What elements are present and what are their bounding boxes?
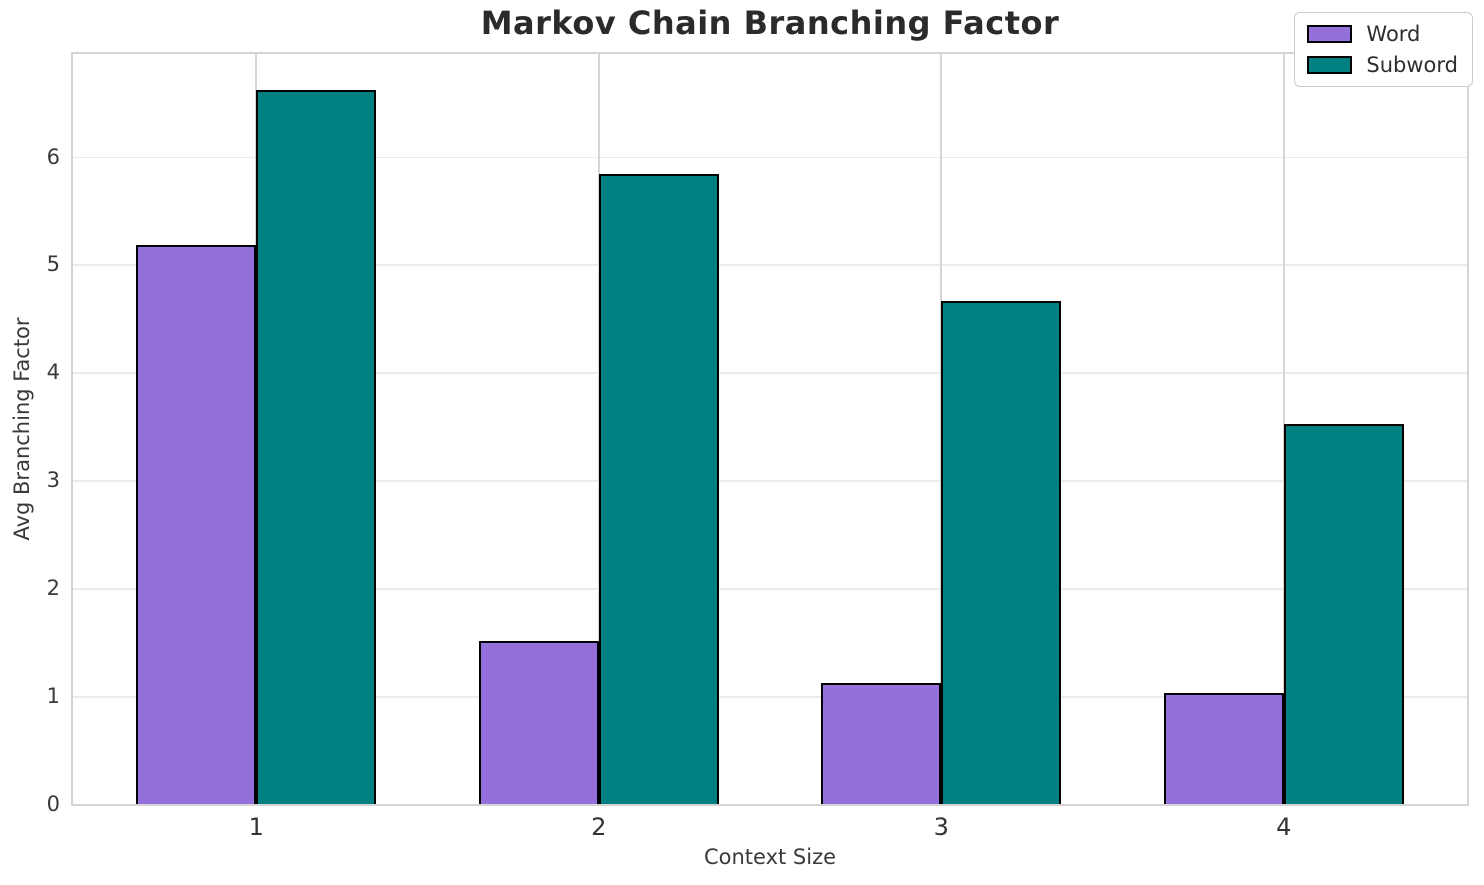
bar-word-ctx4 — [1163, 692, 1284, 804]
gridline-y-4 — [73, 372, 1467, 374]
legend-item-word: Word — [1307, 22, 1458, 46]
bar-word-ctx1 — [136, 245, 257, 804]
gridline-y-2 — [73, 588, 1467, 590]
y-tick-label-0: 0 — [46, 792, 60, 816]
gridline-y-5 — [73, 264, 1467, 266]
y-tick-label-5: 5 — [46, 252, 60, 277]
gridline-y-1 — [73, 696, 1467, 698]
legend: Word Subword — [1294, 12, 1473, 87]
bar-word-ctx3 — [821, 683, 942, 804]
x-tick-label-2: 2 — [591, 813, 607, 841]
y-tick-label-2: 2 — [46, 576, 60, 601]
bar-subword-ctx3 — [941, 301, 1062, 804]
y-tick-label-6: 6 — [46, 144, 60, 169]
x-axis-label: Context Size — [703, 845, 837, 869]
legend-label-word: Word — [1366, 22, 1421, 46]
y-tick-label-1: 1 — [46, 684, 60, 709]
chart-title: Markov Chain Branching Factor — [480, 4, 1060, 42]
bar-subword-ctx4 — [1283, 424, 1404, 804]
legend-item-subword: Subword — [1307, 53, 1458, 77]
x-tick-label-4: 4 — [1276, 813, 1292, 841]
x-tick-label-1: 1 — [248, 813, 264, 841]
bar-subword-ctx2 — [598, 173, 719, 804]
y-tick-label-4: 4 — [46, 360, 60, 385]
y-axis-label: Avg Branching Factor — [10, 317, 34, 541]
gridline-y-3 — [73, 480, 1467, 482]
bar-word-ctx2 — [478, 641, 599, 804]
y-tick-label-3: 3 — [46, 468, 60, 493]
legend-swatch-subword — [1307, 56, 1353, 74]
legend-label-subword: Subword — [1366, 53, 1458, 77]
bar-subword-ctx1 — [256, 89, 377, 804]
gridline-y-6 — [73, 156, 1467, 159]
legend-swatch-word — [1307, 25, 1353, 43]
x-tick-label-3: 3 — [933, 813, 949, 841]
plot-area: 0 1 2 3 4 5 6 1 2 3 4 — [47, 52, 1469, 841]
